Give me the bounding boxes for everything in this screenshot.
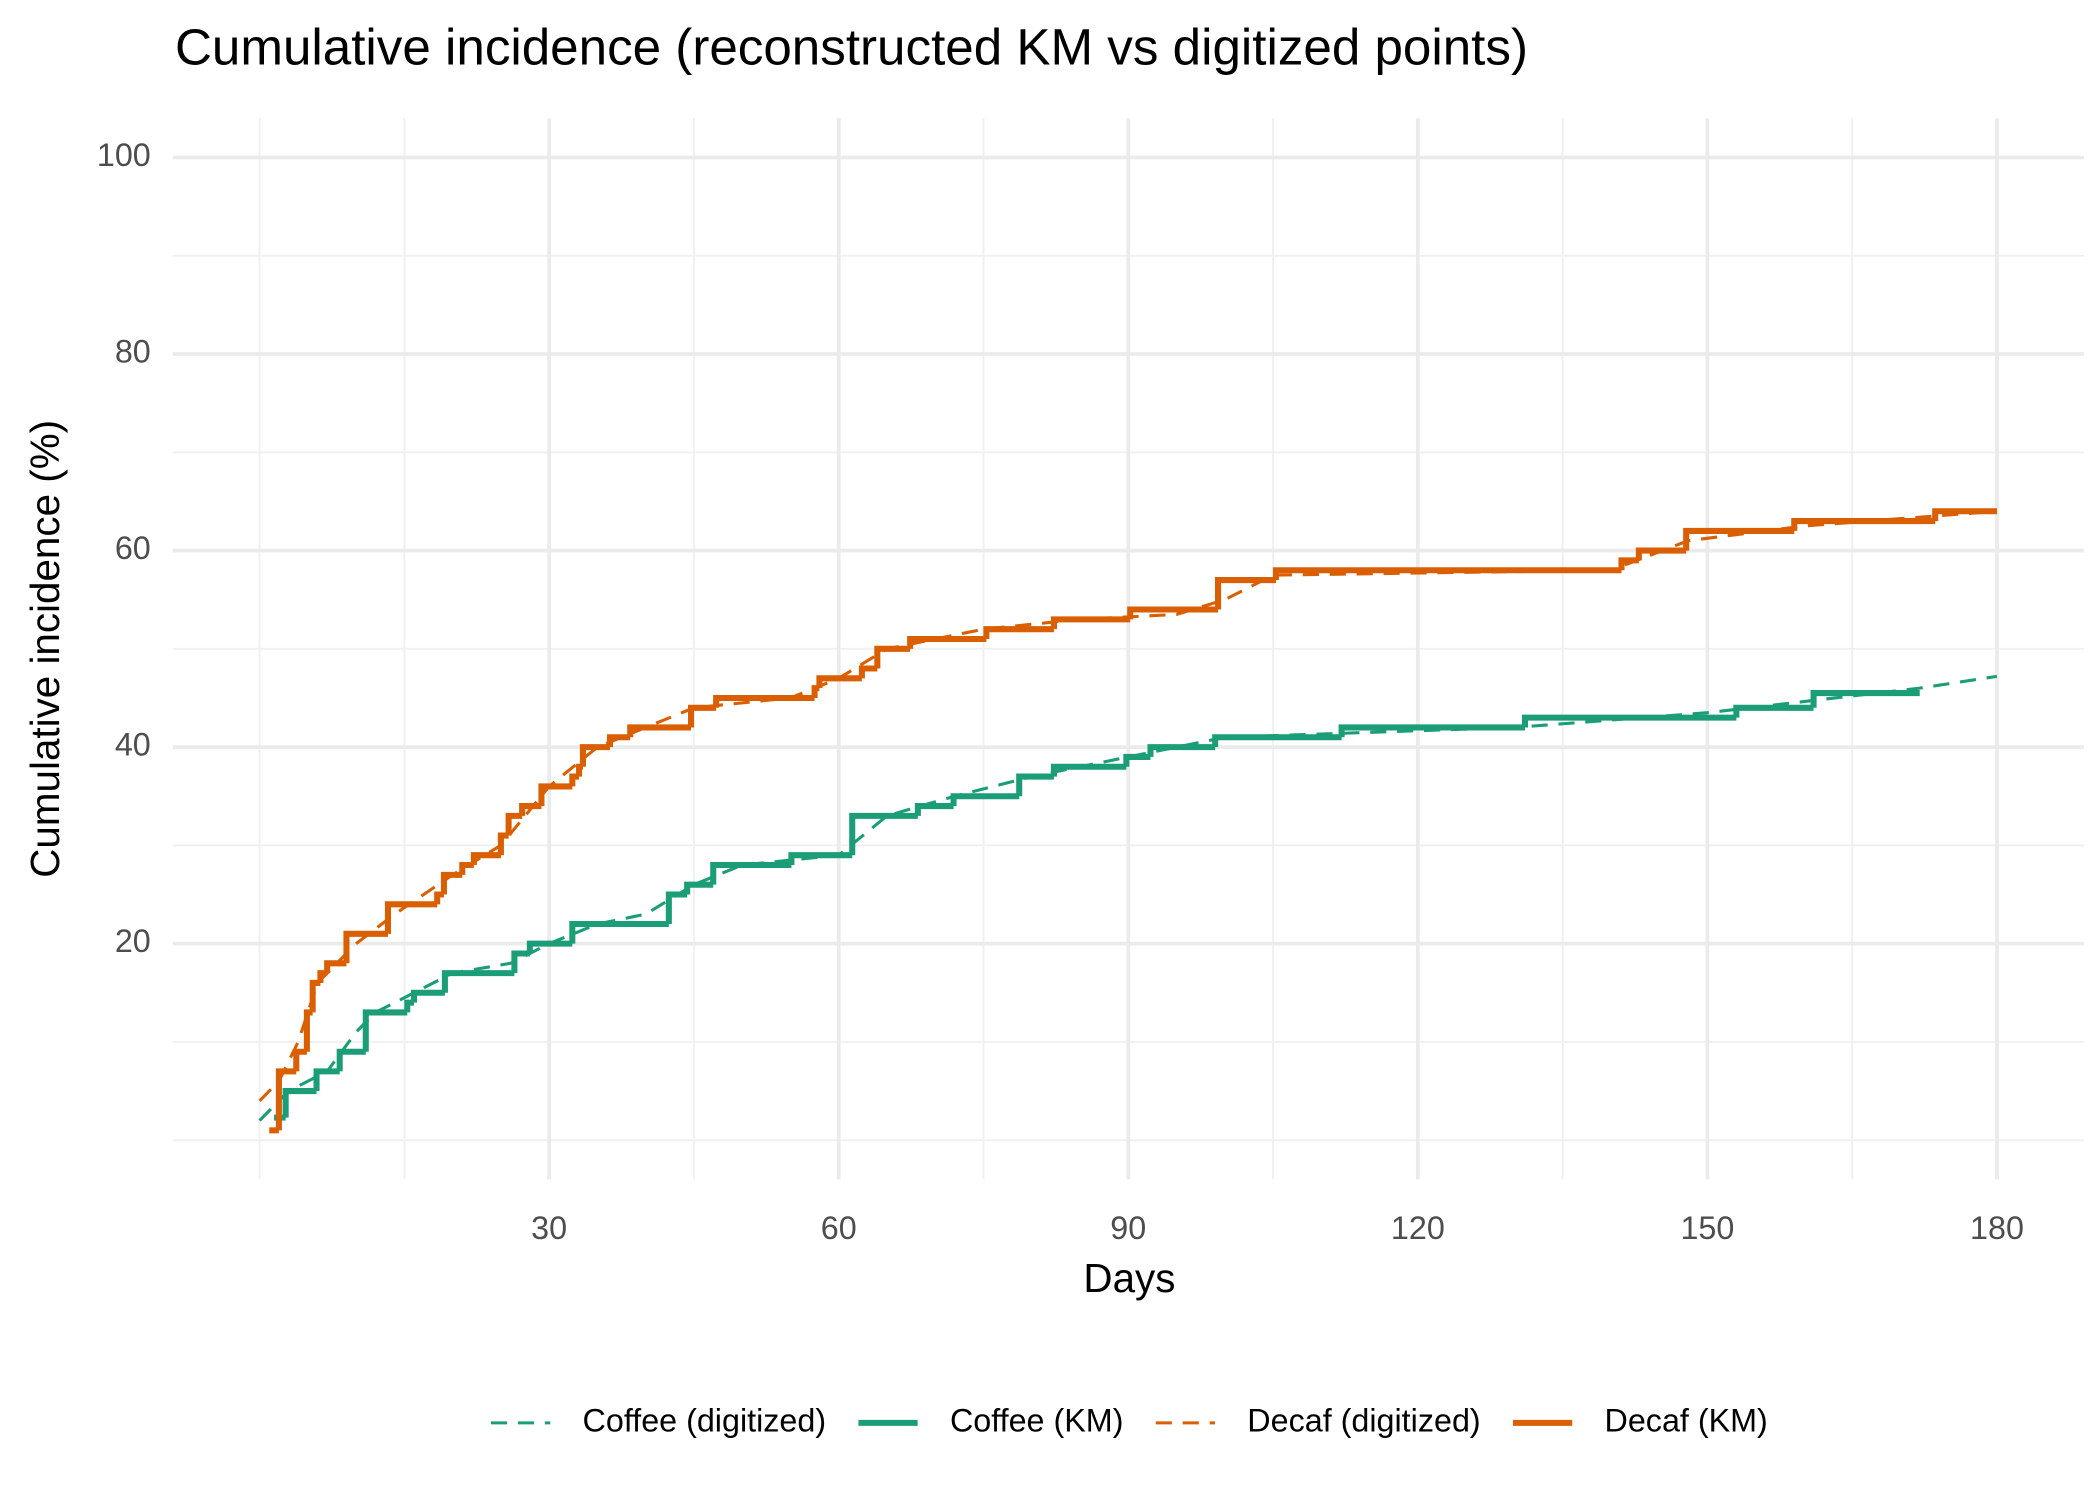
km-step: [1050, 763, 1127, 777]
km-step: [1932, 508, 1997, 522]
km-step: [282, 1088, 317, 1118]
grid: 30 60 90 120 150 180 20 40 60 80 100: [97, 118, 2084, 1246]
x-tick-label: 30: [531, 1210, 567, 1246]
km-step: [1618, 557, 1639, 571]
legend-label: Coffee (digitized): [583, 1402, 827, 1438]
km-step: [684, 881, 714, 895]
km-step: [569, 920, 669, 944]
km-step: [505, 812, 523, 836]
km-step: [579, 744, 610, 767]
km-step: [1791, 518, 1936, 531]
km-step: [1272, 567, 1622, 581]
km-step: [1127, 606, 1219, 620]
km-step: [1147, 744, 1216, 757]
km-step: [303, 1009, 313, 1052]
y-tick-label: 20: [115, 923, 151, 959]
km-step: [665, 891, 688, 924]
legend-label: Decaf (KM): [1605, 1402, 1768, 1438]
km-step: [983, 626, 1054, 640]
km-step: [336, 1048, 366, 1072]
km-step: [434, 891, 444, 905]
km-step: [404, 999, 415, 1013]
km-step: [275, 1068, 297, 1131]
x-tick-label: 180: [1970, 1210, 2024, 1246]
km-step: [1521, 714, 1737, 728]
km-step: [313, 1068, 340, 1092]
y-tick-label: 40: [115, 727, 151, 763]
km-step: [816, 675, 862, 689]
km-step: [874, 645, 911, 669]
km-step: [362, 1009, 408, 1052]
y-tick-label: 100: [97, 137, 151, 173]
km-step: [914, 803, 954, 816]
km-step: [1050, 616, 1131, 630]
y-tick-label: 80: [115, 334, 151, 370]
km-step: [1683, 527, 1795, 551]
km-step: [569, 773, 580, 787]
km-step: [849, 812, 918, 856]
km-step: [1635, 547, 1687, 561]
legend-label: Decaf (digitized): [1247, 1402, 1480, 1438]
km-step: [1016, 773, 1054, 797]
km-step: [576, 763, 583, 777]
km-step: [1215, 577, 1276, 610]
plot-area: [258, 508, 1998, 1134]
km-step: [343, 930, 388, 964]
km-step: [950, 793, 1020, 807]
chart-title: Cumulative incidence (reconstructed KM v…: [175, 19, 1528, 76]
x-tick-label: 60: [821, 1210, 857, 1246]
km-step: [858, 665, 878, 679]
km-step: [1123, 753, 1151, 767]
km-step: [309, 979, 321, 1013]
legend: Coffee (digitized) Coffee (KM) Decaf (digi…: [491, 1402, 1768, 1438]
y-tick-label: 60: [115, 530, 151, 566]
km-step: [538, 783, 573, 807]
km-step: [324, 960, 347, 974]
km-step: [710, 861, 792, 885]
km-step: [519, 803, 542, 816]
km-step: [627, 724, 692, 738]
km-step: [293, 1048, 307, 1072]
km-step: [470, 852, 501, 866]
km-step: [713, 694, 815, 708]
y-axis-title: Cumulative incidence (%): [22, 420, 68, 878]
km-step: [441, 970, 515, 993]
km-step: [526, 940, 573, 954]
km-step: [1810, 690, 1920, 708]
x-tick-label: 90: [1110, 1210, 1146, 1246]
km-step: [788, 852, 853, 866]
km-step: [1212, 734, 1342, 748]
x-axis-title: Days: [1083, 1255, 1175, 1301]
km-step: [811, 685, 820, 698]
km-step: [1338, 724, 1525, 738]
km-step: [688, 704, 717, 728]
km-step: [907, 635, 987, 649]
x-tick-label: 120: [1391, 1210, 1445, 1246]
x-tick-label: 150: [1680, 1210, 1734, 1246]
km-step: [606, 734, 631, 748]
km-step: [511, 950, 530, 974]
legend-label: Coffee (KM): [950, 1402, 1124, 1438]
km-step: [440, 871, 463, 895]
km-step: [384, 901, 438, 934]
km-step: [410, 989, 445, 1003]
km-step: [1733, 704, 1814, 718]
km-step: [459, 861, 474, 875]
